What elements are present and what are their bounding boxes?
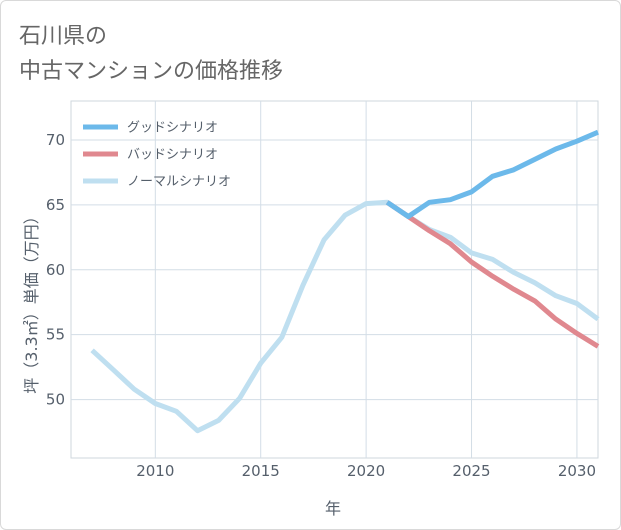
y-tick-label: 55	[46, 326, 65, 344]
x-tick-label: 2010	[136, 462, 174, 480]
y-tick-label: 65	[46, 196, 65, 214]
legend-item[interactable]: グッドシナリオ	[83, 121, 218, 136]
legend-label: グッドシナリオ	[127, 121, 218, 136]
y-axis-label: 坪（3.3㎡）単価（万円）	[22, 208, 41, 393]
y-tick-label: 60	[46, 261, 65, 279]
x-tick-label: 2030	[558, 462, 596, 480]
legend-label: ノーマルシナリオ	[127, 175, 231, 190]
series-line-good	[385, 129, 599, 219]
chart-title-line-1: 石川県の	[19, 24, 108, 49]
x-tick-label: 2015	[242, 462, 280, 480]
x-tick-label: 2025	[452, 462, 490, 480]
y-tick-label: 50	[46, 391, 65, 409]
chart-title: 石川県の 中古マンションの価格推移	[19, 19, 283, 89]
chart-title-line-2: 中古マンションの価格推移	[19, 59, 284, 84]
x-axis-label: 年	[325, 499, 341, 518]
x-tick-label: 2020	[347, 462, 385, 480]
series-line-normal	[90, 199, 600, 434]
x-axis-ticks: 2010 2015 2020 2025 2030	[136, 462, 596, 480]
plot-area	[70, 100, 599, 459]
legend-item[interactable]: ノーマルシナリオ	[83, 175, 231, 190]
series-layer	[90, 129, 600, 434]
legend-label: バッドシナリオ	[127, 148, 218, 163]
series-line-bad	[385, 200, 600, 349]
y-tick-label: 70	[46, 131, 65, 149]
grid-lines	[71, 101, 598, 458]
y-axis-ticks: 50 55 60 65 70	[46, 131, 65, 409]
legend-item[interactable]: バッドシナリオ	[83, 148, 218, 163]
